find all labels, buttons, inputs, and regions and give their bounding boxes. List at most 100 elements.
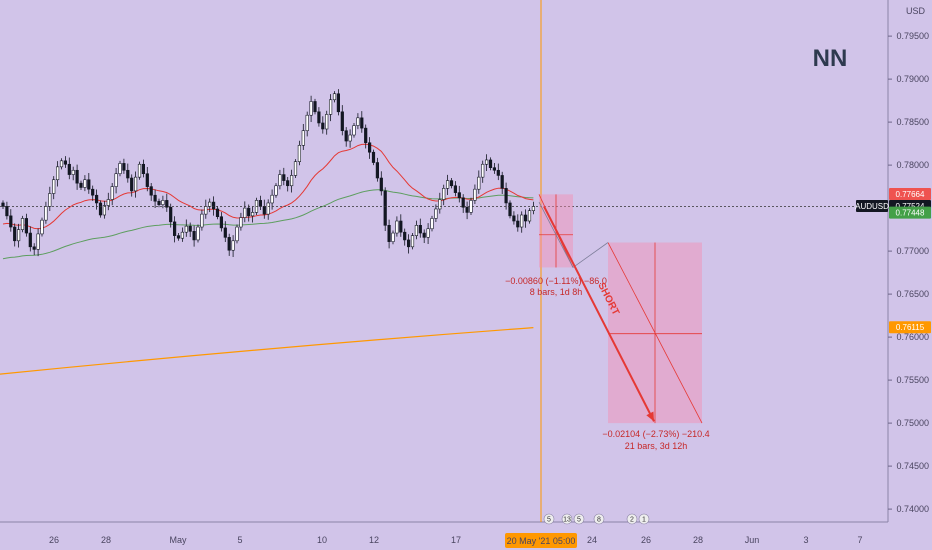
candle-body [137, 163, 142, 178]
candle-body [278, 174, 282, 187]
candle-body [442, 188, 446, 200]
candle-body [270, 194, 274, 204]
time-tick-label: 28 [101, 535, 111, 545]
candle-body [141, 163, 146, 175]
candle-body [122, 163, 126, 171]
time-tick-label: 3 [803, 535, 808, 545]
candle-body [87, 179, 91, 190]
event-count: 8 [597, 517, 601, 524]
candle-body [184, 225, 188, 233]
candle-body [375, 162, 380, 179]
candle-body [297, 145, 302, 162]
time-tick-label: 7 [857, 535, 862, 545]
candle-body [212, 201, 216, 210]
candle-body [208, 201, 212, 207]
candle-body [371, 151, 376, 163]
symbol-tag-label: AUDUSD [855, 202, 889, 211]
candle-body [516, 220, 520, 228]
projection-path-arrow [538, 201, 609, 269]
price-tag [889, 321, 931, 334]
economic-events[interactable]: 5 13 5 8 2 1 [543, 513, 650, 525]
candle-body [149, 186, 153, 196]
candle-body [434, 208, 438, 219]
candle-body [28, 232, 32, 248]
time-scale-background[interactable] [0, 522, 888, 550]
price-tick-label: 0.74500 [896, 461, 929, 471]
candle-body [395, 220, 399, 234]
price-scale-background[interactable] [888, 0, 932, 550]
price-tick-label: 0.74000 [896, 504, 929, 514]
candle-body [422, 232, 426, 238]
candle-body [9, 215, 13, 228]
price-tick-label: 0.75500 [896, 375, 929, 385]
candle-body [20, 218, 25, 230]
price-tag-label: 0.76115 [896, 323, 925, 332]
price-tick-label: 0.75000 [896, 418, 929, 428]
candle-body [426, 228, 430, 238]
candle-body [406, 239, 411, 248]
short-arrow[interactable] [543, 205, 655, 422]
candle-body [110, 186, 114, 200]
candle-body [173, 221, 177, 236]
candle-body [418, 225, 422, 234]
time-tick-label: Jun [745, 535, 760, 545]
candle-body [63, 160, 67, 165]
price-tick-label: 0.79500 [896, 31, 929, 41]
candle-body [367, 142, 372, 153]
candle-body [481, 163, 485, 178]
time-tick-label: May [169, 535, 187, 545]
candle-body [473, 188, 477, 201]
candle-body [399, 220, 403, 233]
measure-label-large-line2: 21 bars, 3d 12h [625, 441, 688, 451]
candle-body [356, 117, 360, 126]
candle-body [95, 194, 99, 204]
candle-body [453, 185, 458, 193]
moving-average-orange [0, 327, 534, 375]
time-tick-label: 5 [237, 535, 242, 545]
time-tick-label: 26 [49, 535, 59, 545]
event-marker [561, 513, 573, 525]
candle-body [512, 215, 516, 222]
candle-body [336, 93, 341, 113]
candle-body [258, 200, 263, 207]
candle-body [231, 240, 235, 251]
candle-body [262, 206, 266, 215]
candle-body [36, 233, 40, 250]
candle-body [13, 226, 17, 242]
candle-body [286, 180, 290, 187]
event-count: 1 [642, 517, 646, 524]
candle-body [360, 117, 364, 129]
candle-body [196, 226, 200, 241]
candle-body [102, 205, 106, 216]
plot-background [0, 0, 888, 522]
price-tag-label: 0.77448 [896, 209, 925, 218]
candle-body [118, 163, 122, 175]
event-marker [593, 513, 605, 525]
position-drawings[interactable]: −0.00860 (−1.11%) −86.0 8 bars, 1d 8h −0… [505, 194, 710, 451]
price-tick-label: 0.79000 [896, 74, 929, 84]
candle-body [317, 111, 321, 124]
candle-body [40, 219, 44, 235]
candle-body [215, 208, 220, 218]
candle-body [75, 169, 79, 184]
candle-body [227, 237, 231, 251]
candle-body [59, 160, 64, 168]
time-tick-label: 26 [641, 535, 651, 545]
candle-body [383, 190, 387, 226]
candlestick-series[interactable] [1, 89, 535, 257]
candle-body [520, 214, 524, 228]
candle-body [83, 179, 87, 188]
candle-body [134, 176, 138, 192]
candle-body [414, 225, 419, 236]
candle-body [247, 207, 251, 217]
candle-body [348, 134, 352, 142]
candle-body [98, 202, 103, 216]
cursor-date-tag: 20 May '21 05:00 [505, 533, 577, 548]
candle-body [289, 175, 294, 187]
price-tick-label: 0.76000 [896, 332, 929, 342]
candle-body [153, 194, 157, 202]
candle-body [192, 231, 196, 241]
candle-body [321, 122, 325, 130]
candle-body [387, 225, 391, 242]
